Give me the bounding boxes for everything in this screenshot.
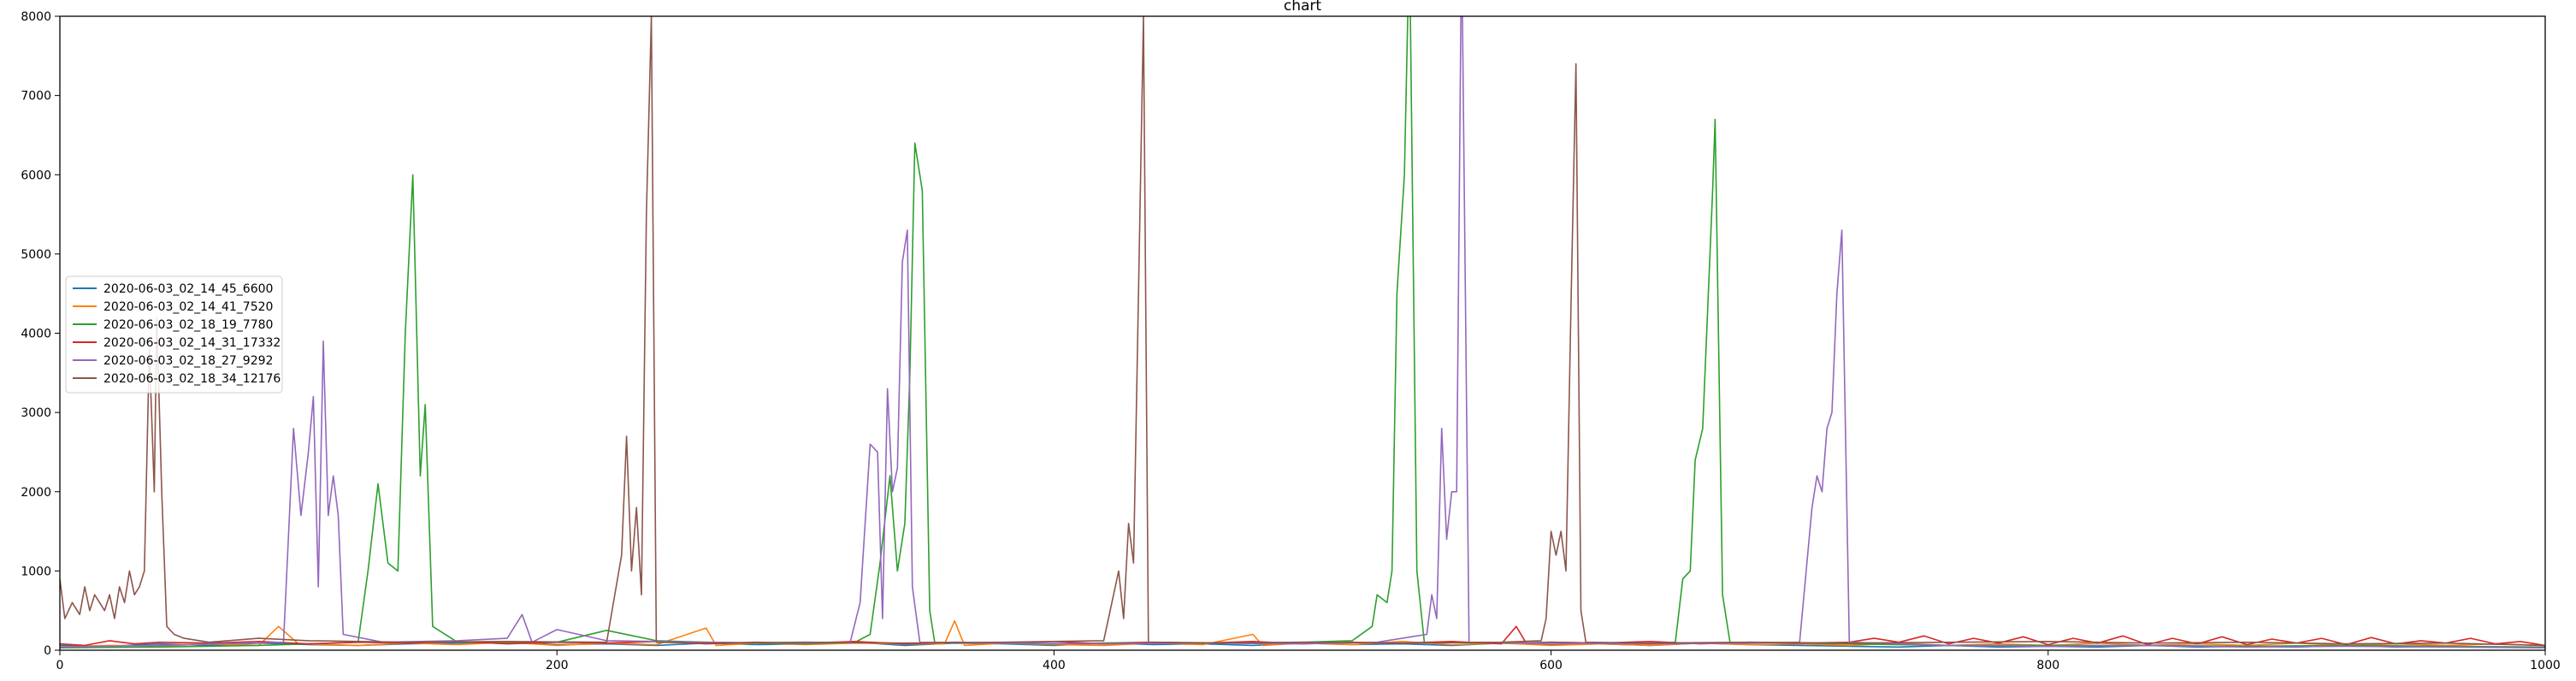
legend-label-1: 2020-06-03_02_14_45_6600 <box>103 282 273 296</box>
x-tick-label-1000: 1000 <box>2530 659 2561 672</box>
y-tick-label-1000: 1000 <box>21 565 51 578</box>
x-axis: 0 200 400 600 800 1000 <box>56 650 2561 672</box>
series-line-5 <box>60 16 2545 648</box>
y-tick-label-8000: 8000 <box>21 10 51 24</box>
legend-label-3: 2020-06-03_02_18_19_7780 <box>103 318 273 332</box>
y-tick-label-7000: 7000 <box>21 90 51 104</box>
chart-title: chart <box>1284 0 1322 15</box>
series-layer <box>60 16 2545 648</box>
x-tick-label-800: 800 <box>2036 659 2059 672</box>
x-tick-label-0: 0 <box>56 659 64 672</box>
legend-label-2: 2020-06-03_02_14_41_7520 <box>103 300 273 314</box>
legend-label-4: 2020-06-03_02_14_31_17332 <box>103 336 281 350</box>
legend-label-6: 2020-06-03_02_18_34_12176 <box>103 372 281 386</box>
y-axis: 0 1000 2000 3000 4000 5000 6000 7000 8000 <box>21 10 60 658</box>
y-tick-label-5000: 5000 <box>21 248 51 262</box>
legend: 2020-06-03_02_14_45_6600 2020-06-03_02_14… <box>65 275 283 394</box>
y-tick-label-2000: 2000 <box>21 486 51 500</box>
y-tick-label-3000: 3000 <box>21 406 51 420</box>
x-tick-label-200: 200 <box>546 659 569 672</box>
y-tick-label-0: 0 <box>44 644 51 658</box>
series-line-4 <box>60 625 2545 647</box>
legend-label-5: 2020-06-03_02_18_27_9292 <box>103 354 273 368</box>
x-tick-label-400: 400 <box>1043 659 1066 672</box>
y-tick-label-6000: 6000 <box>21 169 51 182</box>
x-tick-label-600: 600 <box>1539 659 1563 672</box>
legend-box <box>65 275 283 394</box>
y-tick-label-4000: 4000 <box>21 328 51 341</box>
series-line-6 <box>60 16 2545 647</box>
series-line-2 <box>60 619 2545 648</box>
